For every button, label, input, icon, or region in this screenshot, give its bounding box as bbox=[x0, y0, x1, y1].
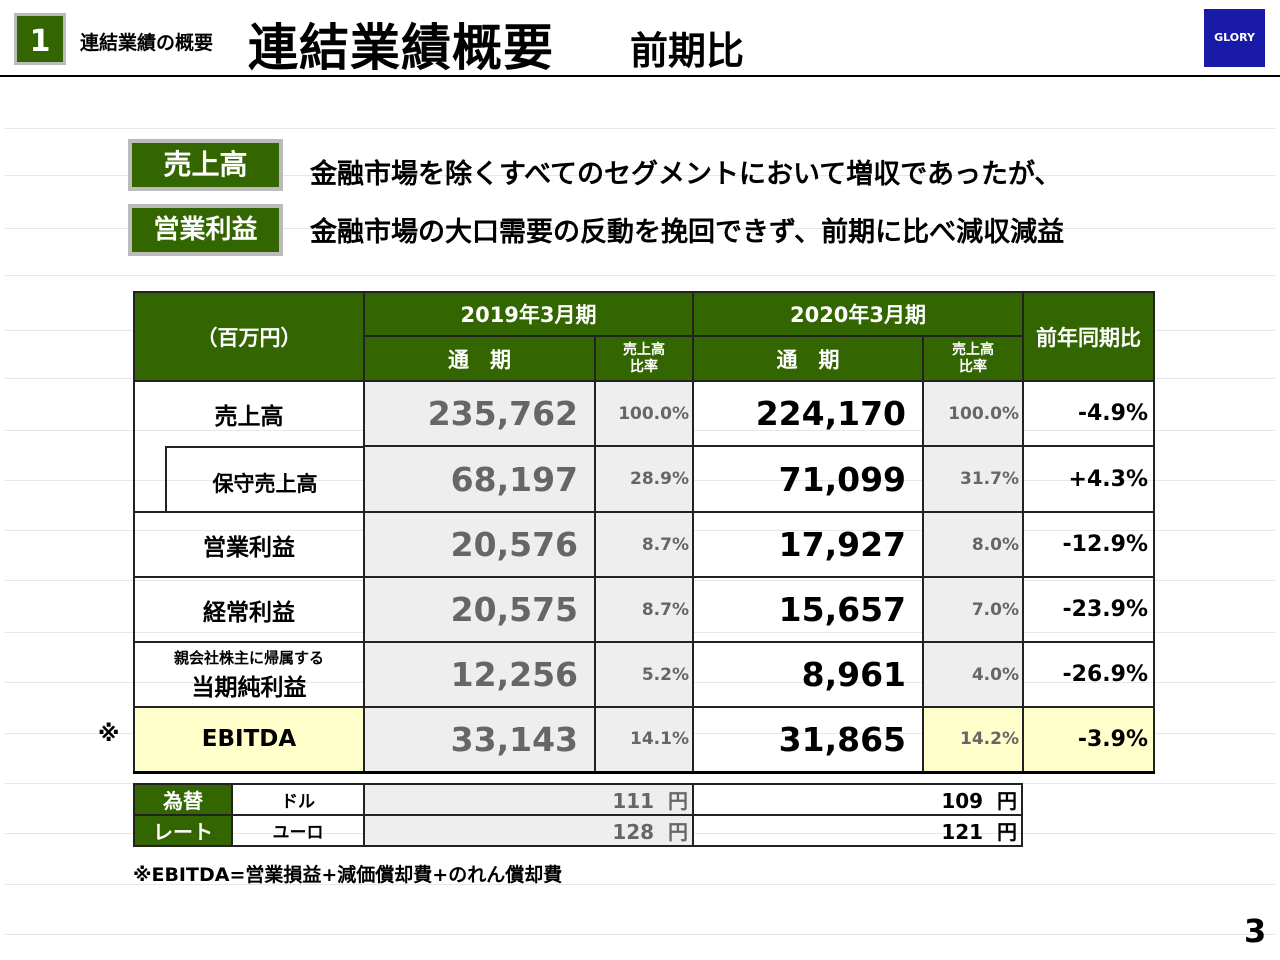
results-table: （百万円） 2019年3月期 2020年3月期 前年同期比 通 期 売上高 比率 … bbox=[133, 291, 1155, 774]
table-row: 営業利益 20,576 8.7% 17,927 8.0% -12.9% bbox=[133, 511, 1155, 578]
yoy-value: +4.3% bbox=[1022, 445, 1155, 513]
yoy-value: -4.9% bbox=[1022, 380, 1155, 447]
value-2019: 20,575 bbox=[363, 576, 596, 643]
ratio-2019: 14.1% bbox=[594, 706, 694, 773]
tag-operating-income: 営業利益 bbox=[128, 204, 283, 256]
full-year-header: 通 期 bbox=[692, 335, 924, 382]
fx-value: 128 bbox=[612, 820, 655, 844]
value-2020: 8,961 bbox=[692, 641, 924, 708]
row-label: 保守売上高 bbox=[165, 446, 363, 511]
unit-header: （百万円） bbox=[133, 291, 365, 382]
summary-line-2: 金融市場の大口需要の反動を挽回できず、前期に比べ減収減益 bbox=[310, 217, 1065, 248]
value-2020: 17,927 bbox=[692, 511, 924, 578]
ratio-header-line1: 売上高 bbox=[623, 341, 665, 358]
row-label-small: 親会社株主に帰属する bbox=[173, 649, 324, 667]
yoy-value: -23.9% bbox=[1022, 576, 1155, 643]
row-label: 経常利益 bbox=[133, 576, 365, 643]
row-label: 売上高 bbox=[133, 380, 365, 446]
value-2019: 235,762 bbox=[363, 380, 596, 447]
fy2020-header: 2020年3月期 bbox=[692, 291, 1024, 337]
fx-label: レート bbox=[133, 814, 233, 847]
value-2019: 12,256 bbox=[363, 641, 596, 708]
fy2019-header: 2019年3月期 bbox=[363, 291, 694, 337]
row-label: EBITDA bbox=[133, 706, 365, 773]
ebitda-note-mark: ※ bbox=[98, 722, 120, 747]
ratio-header: 売上高 比率 bbox=[594, 335, 694, 382]
ratio-2019: 28.9% bbox=[594, 445, 694, 513]
value-2019: 20,576 bbox=[363, 511, 596, 578]
header-divider bbox=[0, 75, 1280, 77]
page-subtitle: 前期比 bbox=[630, 29, 745, 73]
ratio-2020: 100.0% bbox=[922, 380, 1024, 447]
fx-2020: 109 円 bbox=[692, 783, 1023, 816]
fx-unit: 円 bbox=[668, 789, 688, 813]
row-label-cell: 保守売上高 bbox=[133, 446, 365, 513]
fx-value: 111 bbox=[612, 789, 655, 813]
ratio-2019: 8.7% bbox=[594, 576, 694, 643]
fx-unit: 円 bbox=[668, 820, 688, 844]
row-label: 営業利益 bbox=[133, 511, 365, 578]
row-label-main: 当期純利益 bbox=[191, 675, 307, 701]
summary-line-1: 金融市場を除くすべてのセグメントにおいて増収であったが、 bbox=[310, 159, 1062, 190]
ratio-header-line2: 比率 bbox=[959, 358, 987, 375]
fx-unit: 円 bbox=[997, 820, 1017, 844]
yoy-value: -26.9% bbox=[1022, 641, 1155, 708]
table-row: 売上高 235,762 100.0% 224,170 100.0% -4.9% bbox=[133, 380, 1155, 447]
table-row: 経常利益 20,575 8.7% 15,657 7.0% -23.9% bbox=[133, 576, 1155, 643]
fx-2020: 121 円 bbox=[692, 814, 1023, 847]
page-title: 連結業績概要 bbox=[248, 19, 554, 77]
ratio-2019: 100.0% bbox=[594, 380, 694, 447]
ratio-2020: 4.0% bbox=[922, 641, 1024, 708]
yoy-header: 前年同期比 bbox=[1022, 291, 1155, 382]
currency: ドル bbox=[231, 783, 365, 816]
ratio-2020: 8.0% bbox=[922, 511, 1024, 578]
fx-unit: 円 bbox=[997, 789, 1017, 813]
fx-rate-table: 為替 ドル 111 円 109 円 レート ユーロ 128 円 121 円 bbox=[133, 783, 1023, 847]
ebitda-footnote: ※EBITDA=営業損益+減価償却費+のれん償却費 bbox=[133, 864, 563, 886]
fx-label: 為替 bbox=[133, 783, 233, 816]
value-2020: 71,099 bbox=[692, 445, 924, 513]
row-label: 親会社株主に帰属する当期純利益 bbox=[133, 641, 365, 708]
ratio-2019: 5.2% bbox=[594, 641, 694, 708]
ratio-2020: 14.2% bbox=[922, 706, 1024, 773]
value-2020: 31,865 bbox=[692, 706, 924, 773]
section-number: 1 bbox=[14, 13, 66, 65]
yoy-value: -12.9% bbox=[1022, 511, 1155, 578]
fx-2019: 128 円 bbox=[363, 814, 694, 847]
table-row: 保守売上高 68,197 28.9% 71,099 31.7% +4.3% bbox=[133, 445, 1155, 513]
table-row: 親会社株主に帰属する当期純利益 12,256 5.2% 8,961 4.0% -… bbox=[133, 641, 1155, 708]
ratio-2019: 8.7% bbox=[594, 511, 694, 578]
full-year-header: 通 期 bbox=[363, 335, 596, 382]
fx-value: 121 bbox=[941, 820, 984, 844]
ratio-header: 売上高 比率 bbox=[922, 335, 1024, 382]
section-label: 連結業績の概要 bbox=[80, 32, 214, 54]
currency: ユーロ bbox=[231, 814, 365, 847]
page-number: 3 bbox=[1244, 912, 1267, 950]
ratio-header-line1: 売上高 bbox=[952, 341, 994, 358]
value-2020: 224,170 bbox=[692, 380, 924, 447]
fx-value: 109 bbox=[941, 789, 984, 813]
value-2020: 15,657 bbox=[692, 576, 924, 643]
fx-2019: 111 円 bbox=[363, 783, 694, 816]
table-row: EBITDA 33,143 14.1% 31,865 14.2% -3.9% bbox=[133, 706, 1155, 773]
yoy-value: -3.9% bbox=[1022, 706, 1155, 773]
ratio-header-line2: 比率 bbox=[630, 358, 658, 375]
glory-logo: GLORY bbox=[1204, 9, 1265, 67]
value-2019: 68,197 bbox=[363, 445, 596, 513]
ratio-2020: 7.0% bbox=[922, 576, 1024, 643]
ratio-2020: 31.7% bbox=[922, 445, 1024, 513]
value-2019: 33,143 bbox=[363, 706, 596, 773]
tag-sales: 売上高 bbox=[128, 139, 283, 191]
